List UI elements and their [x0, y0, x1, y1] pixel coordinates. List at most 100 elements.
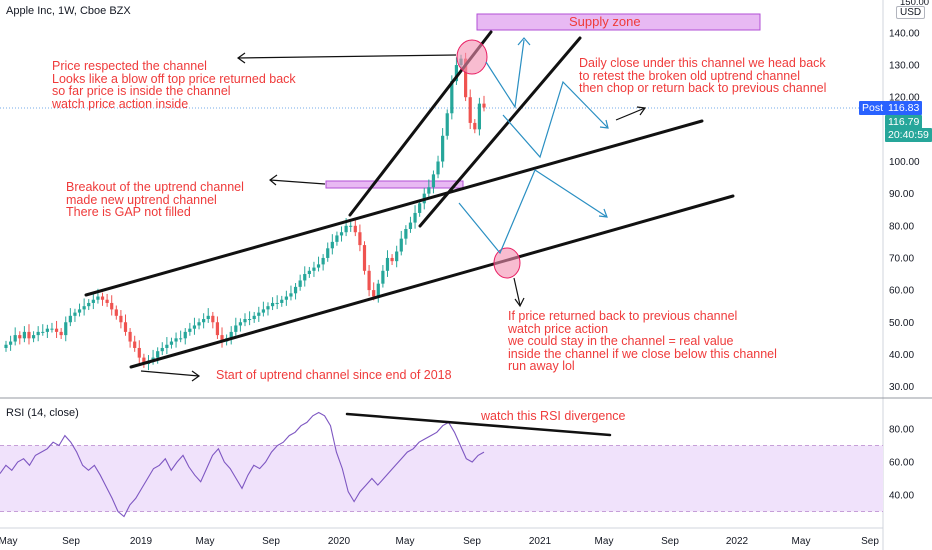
- candle-body: [77, 309, 82, 313]
- candle-body: [183, 331, 187, 339]
- candle-body: [8, 341, 13, 345]
- projection-arrowhead-middle: [599, 119, 609, 129]
- candle-body: [353, 225, 357, 233]
- candle-body: [156, 351, 160, 358]
- candle-body: [307, 270, 311, 275]
- candle-body: [202, 319, 206, 323]
- candle-body: [197, 322, 201, 326]
- candle-body: [68, 315, 72, 323]
- candle-body: [367, 270, 371, 291]
- rsi-line: [0, 411, 485, 518]
- candle-body: [238, 322, 243, 326]
- supply-zone-label: Supply zone: [569, 14, 641, 29]
- candle-body: [261, 309, 265, 313]
- candle-body: [321, 257, 325, 265]
- candle-body: [234, 325, 238, 332]
- new-channel-lower-line: [418, 36, 582, 228]
- candle-body: [128, 331, 132, 342]
- candle-body: [31, 335, 36, 339]
- candle-body: [257, 312, 261, 316]
- time-tick-label: May: [196, 536, 215, 547]
- annotation-rsi-divergence: watch this RSI divergence: [481, 409, 626, 423]
- arrow-from-retest-circle-head: [514, 297, 525, 308]
- candle-body: [252, 315, 256, 320]
- candle-body: [100, 296, 105, 300]
- candle-body: [284, 296, 288, 300]
- time-tick-label: 2019: [130, 536, 153, 547]
- time-tick-label: Sep: [661, 536, 679, 547]
- candle-body: [206, 315, 210, 320]
- candle-body: [50, 328, 54, 330]
- rsi-title: RSI (14, close): [6, 407, 79, 419]
- rsi-divergence-line: [345, 412, 612, 437]
- rsi-line-group: [0, 411, 485, 518]
- candle-body: [385, 257, 390, 271]
- arrow-to-gap-head: [269, 174, 278, 186]
- candle-body: [114, 309, 118, 316]
- time-tick-label: May: [595, 536, 614, 547]
- candle-body: [13, 335, 17, 342]
- last-price-tag: 116.79: [885, 115, 923, 129]
- candle-body: [247, 319, 252, 321]
- time-tick-label: Sep: [463, 536, 481, 547]
- candle-body: [482, 103, 486, 108]
- pointer-arrows: [140, 52, 647, 382]
- projection-path-up: [485, 39, 525, 109]
- time-tick-label: 2020: [328, 536, 351, 547]
- arrow-to-channel-start-head: [191, 370, 201, 382]
- projection-path-middle: [502, 80, 609, 159]
- candle-body: [27, 331, 31, 339]
- candle-body: [22, 331, 26, 339]
- candle-body: [179, 338, 183, 340]
- top-price-tick: 150.00: [900, 0, 930, 8]
- candle-body: [123, 322, 128, 332]
- candle-body: [18, 335, 22, 339]
- candle-body: [362, 245, 367, 271]
- candle-body: [229, 331, 233, 339]
- time-tick-label: May: [396, 536, 415, 547]
- projection-path-lower: [458, 169, 608, 255]
- blow-off-top-circle: [456, 39, 488, 75]
- candle-body: [110, 302, 114, 310]
- candle-body: [381, 270, 385, 284]
- candle-body: [105, 299, 109, 303]
- candle-body: [73, 312, 77, 316]
- time-tick-label: Sep: [62, 536, 80, 547]
- candle-body: [289, 293, 293, 297]
- candle-body: [87, 302, 91, 307]
- candle-body: [4, 344, 8, 348]
- candle-body: [312, 267, 316, 271]
- price-tick-label: 40.00: [889, 350, 914, 361]
- candle-body: [54, 328, 59, 332]
- price-tick-label: 50.00: [889, 318, 914, 329]
- candle-body: [418, 203, 422, 213]
- candle-body: [326, 248, 330, 258]
- candle-body: [468, 97, 472, 123]
- candle-body: [243, 319, 247, 323]
- time-tick-label: Sep: [861, 536, 879, 547]
- candle-body: [408, 222, 413, 230]
- candle-body: [454, 65, 459, 82]
- arrow-to-top-circle-head: [236, 52, 246, 64]
- candle-body: [464, 58, 468, 98]
- candle-body: [64, 322, 68, 336]
- price-axis-ticks: 30.00 40.00 50.00 60.00 70.00 80.00 90.00 100.0…: [889, 28, 920, 393]
- candle-body: [445, 113, 449, 136]
- candle-body: [215, 322, 220, 336]
- projection-arrowhead-up: [517, 37, 531, 46]
- candle-body: [431, 174, 436, 188]
- time-tick-label: Sep: [262, 536, 280, 547]
- candle-body: [450, 81, 454, 114]
- candle-body: [395, 251, 399, 262]
- annotation-price-respected: Price respected the channel Looks like a…: [52, 59, 296, 111]
- supply-zone-box[interactable]: [476, 13, 761, 31]
- candle-body: [36, 331, 40, 336]
- candle-body: [316, 264, 321, 268]
- price-tick-label: 120.00: [889, 93, 920, 104]
- candle-body: [390, 257, 394, 262]
- candle-body: [330, 241, 334, 249]
- candle-body: [91, 299, 95, 303]
- candle-body: [188, 328, 192, 332]
- gap-zone-box[interactable]: [325, 180, 464, 189]
